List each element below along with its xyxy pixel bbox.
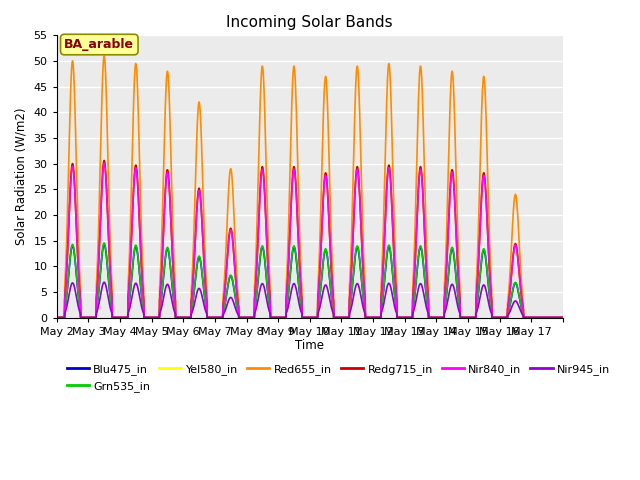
Nir945_in	[53, 315, 61, 321]
Blu475_in	[559, 315, 566, 321]
Red655_in	[559, 315, 566, 321]
Redg715_in	[355, 185, 363, 191]
Line: Grn535_in: Grn535_in	[57, 243, 563, 318]
Text: BA_arable: BA_arable	[64, 38, 134, 51]
Blu475_in	[486, 298, 494, 304]
Nir945_in	[449, 281, 456, 287]
Nir840_in	[328, 283, 336, 289]
Nir840_in	[53, 315, 61, 321]
Yel580_in	[486, 279, 494, 285]
Yel580_in	[473, 284, 481, 290]
Redg715_in	[473, 284, 481, 290]
Yel580_in	[449, 167, 456, 173]
Nir945_in	[355, 286, 363, 291]
Nir840_in	[355, 187, 363, 193]
Blu475_in	[53, 315, 61, 321]
Red655_in	[473, 264, 481, 270]
Red655_in	[355, 98, 363, 104]
Grn535_in	[473, 300, 481, 306]
Nir945_in	[100, 279, 108, 285]
Blu475_in	[449, 246, 456, 252]
Nir840_in	[158, 268, 166, 274]
Nir945_in	[328, 308, 336, 313]
Title: Incoming Solar Bands: Incoming Solar Bands	[227, 15, 393, 30]
Nir840_in	[449, 169, 456, 175]
Grn535_in	[355, 253, 363, 259]
Redg715_in	[449, 167, 456, 173]
Nir945_in	[559, 315, 566, 321]
Nir945_in	[486, 307, 494, 312]
Red655_in	[328, 261, 336, 267]
Grn535_in	[559, 315, 566, 321]
Blu475_in	[473, 300, 481, 306]
Line: Nir945_in: Nir945_in	[57, 282, 563, 318]
Red655_in	[449, 69, 456, 74]
Nir840_in	[473, 285, 481, 290]
Y-axis label: Solar Radiation (W/m2): Solar Radiation (W/m2)	[15, 108, 28, 245]
Redg715_in	[100, 157, 108, 163]
Nir840_in	[486, 280, 494, 286]
Nir840_in	[100, 160, 108, 166]
Yel580_in	[559, 315, 566, 321]
Legend: Blu475_in, Grn535_in, Yel580_in, Red655_in, Redg715_in, Nir840_in, Nir945_in: Blu475_in, Grn535_in, Yel580_in, Red655_…	[62, 360, 615, 396]
Redg715_in	[158, 267, 166, 273]
Yel580_in	[328, 283, 336, 288]
Grn535_in	[486, 298, 494, 304]
Yel580_in	[355, 185, 363, 191]
Nir945_in	[473, 308, 481, 313]
Line: Red655_in: Red655_in	[57, 56, 563, 318]
Red655_in	[53, 315, 61, 321]
Yel580_in	[53, 315, 61, 321]
Grn535_in	[53, 315, 61, 321]
X-axis label: Time: Time	[295, 339, 324, 352]
Line: Blu475_in: Blu475_in	[57, 244, 563, 318]
Grn535_in	[449, 244, 456, 250]
Line: Redg715_in: Redg715_in	[57, 160, 563, 318]
Blu475_in	[100, 241, 108, 247]
Blu475_in	[328, 300, 336, 305]
Redg715_in	[559, 315, 566, 321]
Grn535_in	[328, 300, 336, 305]
Blu475_in	[355, 254, 363, 260]
Redg715_in	[328, 283, 336, 288]
Line: Yel580_in: Yel580_in	[57, 160, 563, 318]
Red655_in	[158, 235, 166, 241]
Line: Nir840_in: Nir840_in	[57, 163, 563, 318]
Red655_in	[486, 256, 494, 262]
Redg715_in	[53, 315, 61, 321]
Grn535_in	[158, 292, 166, 298]
Nir945_in	[158, 304, 166, 310]
Red655_in	[100, 53, 108, 59]
Nir840_in	[559, 315, 566, 321]
Blu475_in	[158, 292, 166, 298]
Redg715_in	[486, 279, 494, 285]
Yel580_in	[158, 267, 166, 273]
Yel580_in	[100, 157, 108, 163]
Grn535_in	[100, 240, 108, 246]
